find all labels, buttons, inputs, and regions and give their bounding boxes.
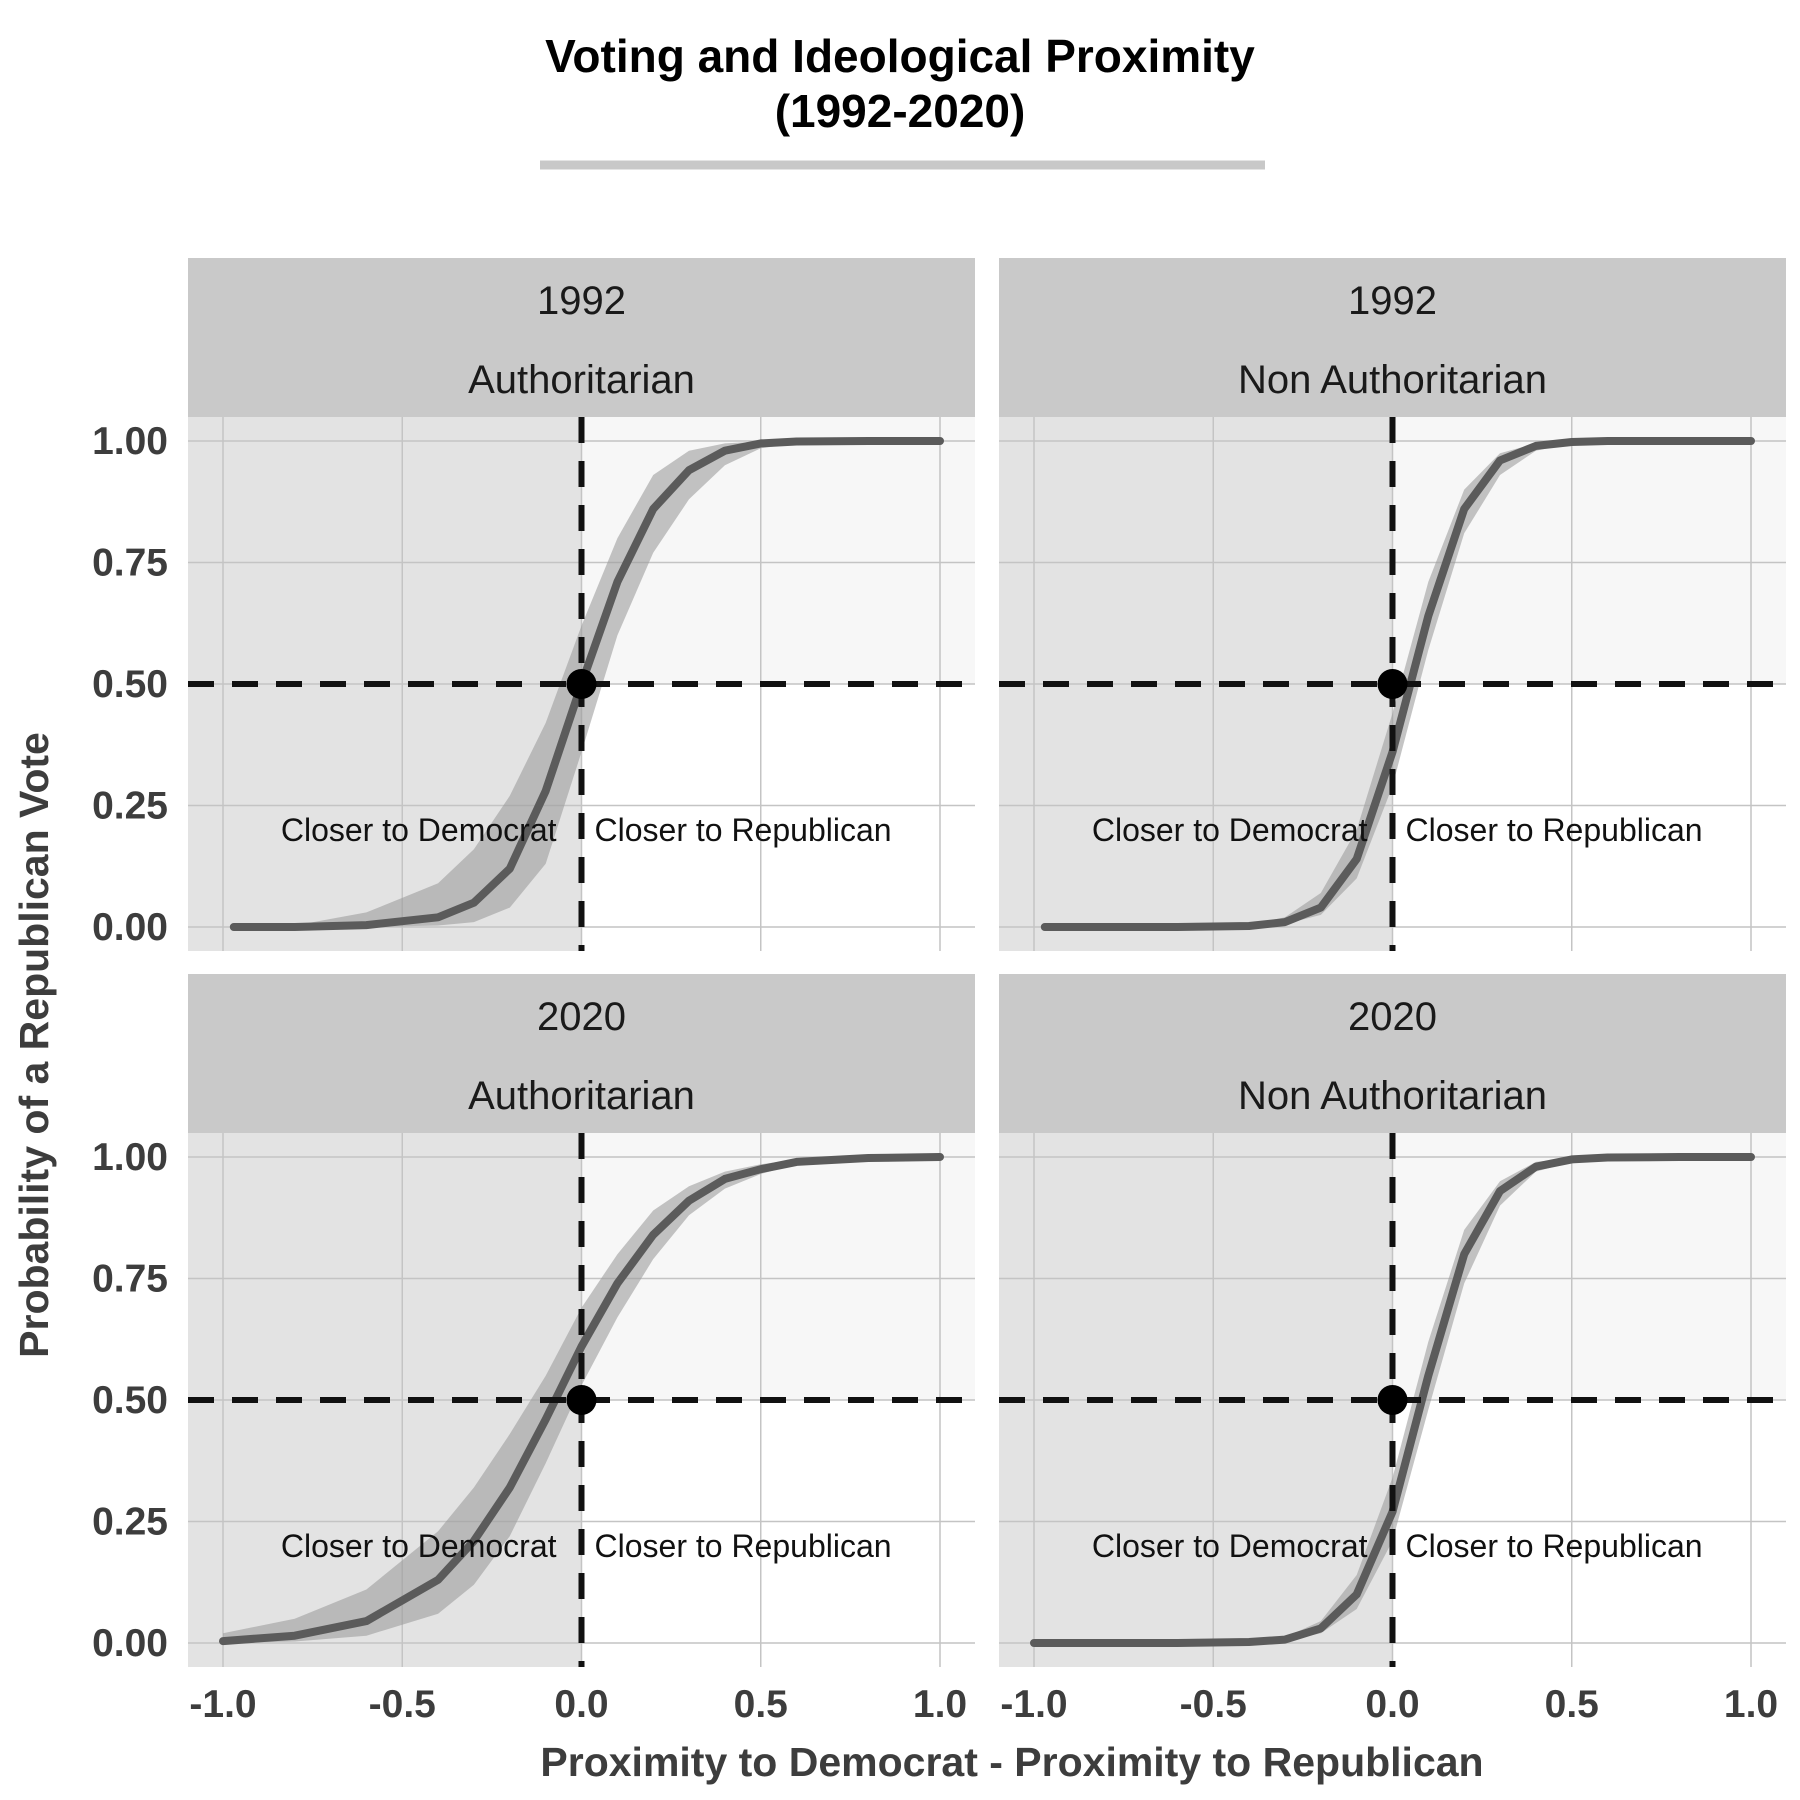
facet-year-label: 1992	[1348, 279, 1437, 323]
y-axis: 0.00 0.25 0.50 0.75 1.00 0.00 0.25 0.50 0.75 1.00	[92, 420, 168, 1665]
reference-point	[1377, 669, 1408, 699]
x-tick-label: 0.0	[1365, 1683, 1419, 1726]
x-tick-label: -0.5	[1180, 1683, 1247, 1726]
facet-panel: 1992 Authoritarian Closer to Democrat Close…	[188, 258, 975, 951]
facet-panel: 2020 Authoritarian Closer to Democrat Close…	[188, 974, 975, 1667]
y-tick-label: 1.00	[92, 420, 168, 463]
facet-year-label: 2020	[1348, 995, 1437, 1039]
facet-year-label: 2020	[537, 995, 626, 1039]
x-tick-label: -0.5	[369, 1683, 436, 1726]
x-tick-label: 1.0	[1724, 1683, 1778, 1726]
reference-point	[566, 1385, 597, 1415]
y-tick-label: 0.00	[92, 1622, 168, 1665]
x-tick-label: -1.0	[1000, 1683, 1067, 1726]
annotation-right: Closer to Republican	[595, 812, 892, 848]
shaded-region-top-right	[1392, 1133, 1786, 1400]
y-tick-label: 0.25	[92, 785, 168, 828]
y-tick-label: 0.50	[92, 663, 168, 706]
x-tick-label: 0.0	[554, 1683, 608, 1726]
x-tick-label: -1.0	[189, 1683, 256, 1726]
y-tick-label: 0.25	[92, 1501, 168, 1544]
series-line	[229, 437, 944, 931]
x-tick-label: 0.5	[734, 1683, 788, 1726]
y-tick-label: 0.75	[92, 542, 168, 585]
facet-group-label: Non Authoritarian	[1238, 1074, 1547, 1118]
series-line	[1040, 437, 1755, 931]
annotation-left: Closer to Democrat	[1092, 1528, 1368, 1564]
chart-title: Voting and Ideological Proximity	[545, 30, 1255, 82]
annotation-right: Closer to Republican	[1406, 1528, 1703, 1564]
y-axis-title: Probability of a Republican Vote	[11, 732, 57, 1358]
series-line	[219, 1153, 944, 1646]
reference-point	[566, 669, 597, 699]
annotation-right: Closer to Republican	[1406, 812, 1703, 848]
y-tick-label: 1.00	[92, 1136, 168, 1179]
y-tick-label: 0.00	[92, 906, 168, 949]
facet-group-label: Non Authoritarian	[1238, 358, 1547, 402]
facet-strip	[999, 258, 1786, 417]
annotation-left: Closer to Democrat	[281, 1528, 557, 1564]
annotation-left: Closer to Democrat	[281, 812, 557, 848]
facet-group-label: Authoritarian	[468, 1074, 695, 1118]
facet-panels: 1992 Authoritarian Closer to Democrat Close…	[188, 258, 1786, 1667]
facet-strip	[188, 974, 975, 1133]
facet-strip	[188, 258, 975, 417]
facet-group-label: Authoritarian	[468, 358, 695, 402]
y-tick-label: 0.50	[92, 1379, 168, 1422]
x-axis-title: Proximity to Democrat - Proximity to Rep…	[540, 1739, 1483, 1785]
facet-panel: 2020 Non Authoritarian Closer to Democrat C…	[999, 974, 1786, 1667]
x-tick-label: 0.5	[1545, 1683, 1599, 1726]
annotation-right: Closer to Republican	[595, 1528, 892, 1564]
annotation-left: Closer to Democrat	[1092, 812, 1368, 848]
facet-year-label: 1992	[537, 279, 626, 323]
chart-subtitle: (1992-2020)	[775, 85, 1026, 137]
facet-strip	[999, 974, 1786, 1133]
reference-point	[1377, 1385, 1408, 1415]
series-line	[1030, 1153, 1755, 1647]
x-axis: -1.0 -0.5 0.0 0.5 1.0 -1.0 -0.5 0.0 0.5 1.0	[189, 1683, 1778, 1726]
x-tick-label: 1.0	[913, 1683, 967, 1726]
y-tick-label: 0.75	[92, 1258, 168, 1301]
facet-panel: 1992 Non Authoritarian Closer to Democrat C…	[999, 258, 1786, 951]
